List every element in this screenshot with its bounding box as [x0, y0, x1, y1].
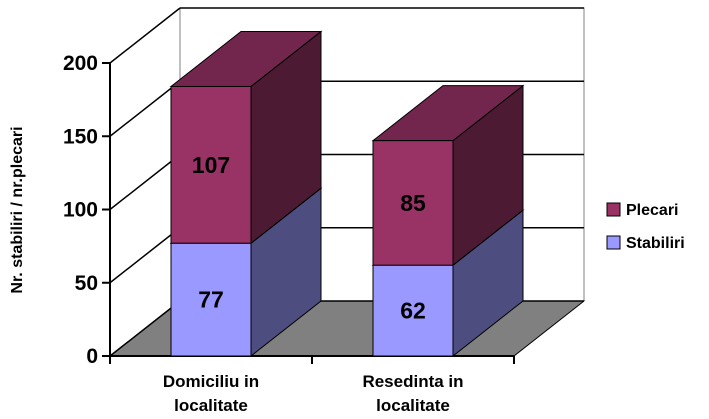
y-tick-label: 200	[63, 52, 98, 75]
data-label-stabiliri: 77	[198, 287, 224, 313]
bar-stabiliri	[170, 242, 252, 357]
x-tick-label: localitate	[174, 396, 248, 415]
y-tick-label: 150	[63, 125, 98, 148]
legend: Plecari Stabiliri	[606, 202, 685, 252]
gridline-diagonal	[109, 153, 181, 211]
y-tick-label: 100	[63, 199, 98, 222]
gridline-diagonal	[109, 300, 181, 357]
legend-swatch	[606, 202, 621, 217]
bars: 77 107 62 85	[169, 30, 525, 358]
gridline-diagonal	[109, 227, 181, 284]
x-tick-label: localitate	[376, 396, 450, 415]
legend-label: Stabiliri	[626, 235, 685, 252]
y-axis-title: Nr. stabiliri / nr.plecari	[9, 126, 26, 293]
legend-label: Plecari	[626, 202, 678, 219]
y-tick-label: 0	[86, 345, 98, 368]
gridline-diagonal	[109, 7, 181, 64]
legend-swatch	[606, 235, 621, 250]
category-labels: Domiciliu in localitate Resedinta in locali…	[163, 372, 464, 415]
y-axis: 0 50 100 150 200	[63, 52, 515, 368]
x-tick-label: Domiciliu in	[163, 372, 259, 391]
bar-plecari	[372, 140, 454, 266]
gridline-diagonal	[109, 80, 181, 137]
x-tick-label: Resedinta in	[362, 372, 463, 391]
data-label-stabiliri: 62	[400, 298, 426, 324]
bar-stabiliri	[372, 264, 454, 357]
y-tick-label: 50	[75, 272, 98, 295]
bar-plecari	[170, 85, 252, 244]
data-label-plecari: 85	[400, 190, 426, 216]
data-label-plecari: 107	[192, 152, 230, 178]
